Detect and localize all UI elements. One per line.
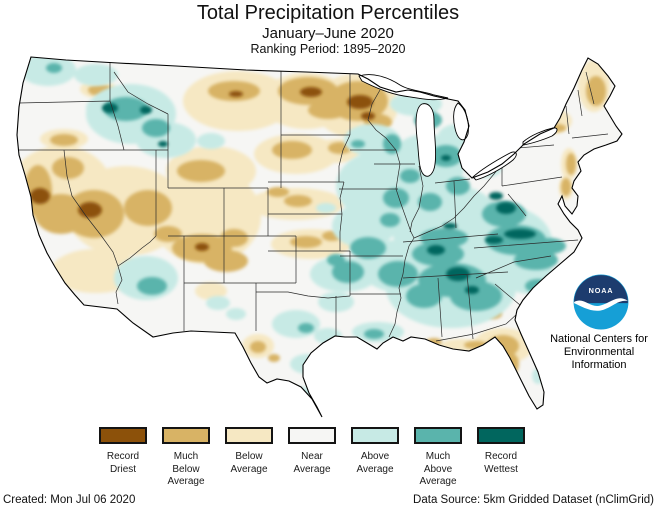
noaa-acronym: NOAA bbox=[589, 286, 614, 295]
us-map-container bbox=[6, 46, 630, 422]
legend-item-much-below-average: Much Below Average bbox=[162, 427, 210, 489]
legend-label-2: Below Average bbox=[230, 451, 268, 475]
map-fill-layers bbox=[17, 57, 622, 417]
noaa-logo: NOAA bbox=[573, 274, 629, 330]
ranking-period: Ranking Period: 1895–2020 bbox=[250, 42, 406, 56]
legend-item-below-average: Below Average bbox=[225, 427, 273, 476]
page-subtitle: January–June 2020 bbox=[262, 25, 394, 42]
legend-item-near-average: Near Average bbox=[288, 427, 336, 476]
legend-swatch-0 bbox=[99, 427, 147, 444]
us-precipitation-map bbox=[16, 56, 623, 418]
noaa-caption-line2: Environmental bbox=[563, 346, 635, 358]
state-borders bbox=[17, 60, 609, 342]
legend-label-0: Record Driest bbox=[106, 451, 140, 475]
legend-swatch-6 bbox=[477, 427, 525, 444]
legend-item-record-driest: Record Driest bbox=[99, 427, 147, 476]
legend-item-record-wettest: Record Wettest bbox=[477, 427, 525, 476]
legend-swatch-1 bbox=[162, 427, 210, 444]
noaa-caption-line1: National Centers for bbox=[550, 333, 648, 345]
lake-michigan bbox=[415, 103, 437, 177]
created-timestamp: Created: Mon Jul 06 2020 bbox=[3, 494, 136, 506]
legend-swatch-5 bbox=[414, 427, 462, 444]
legend-label-3: Near Average bbox=[293, 451, 331, 475]
us-outline bbox=[16, 56, 623, 418]
page-title: Total Precipitation Percentiles bbox=[196, 2, 460, 24]
lake-ontario bbox=[522, 127, 558, 146]
noaa-gull-icon bbox=[574, 298, 628, 311]
legend-label-4: Above Average bbox=[356, 451, 394, 475]
data-source-label: Data Source: 5km Gridded Dataset (nClimG… bbox=[413, 494, 654, 506]
noaa-emblem: NOAA bbox=[573, 274, 629, 330]
noaa-caption-line3: Information bbox=[571, 359, 627, 371]
legend-swatch-3 bbox=[288, 427, 336, 444]
noaa-sky bbox=[574, 275, 628, 304]
noaa-caption: National Centers for Environmental Infor… bbox=[538, 333, 656, 372]
legend-item-above-average: Above Average bbox=[351, 427, 399, 476]
legend-label-5: Much Above Average bbox=[419, 451, 457, 487]
legend-label-1: Much Below Average bbox=[167, 451, 205, 487]
record-wettest-blobs bbox=[102, 103, 536, 294]
legend-label-6: Record Wettest bbox=[484, 451, 518, 475]
record-driest-blobs bbox=[30, 87, 375, 251]
legend-swatch-2 bbox=[225, 427, 273, 444]
legend-swatch-4 bbox=[351, 427, 399, 444]
legend-item-much-above-average: Much Above Average bbox=[414, 427, 462, 489]
